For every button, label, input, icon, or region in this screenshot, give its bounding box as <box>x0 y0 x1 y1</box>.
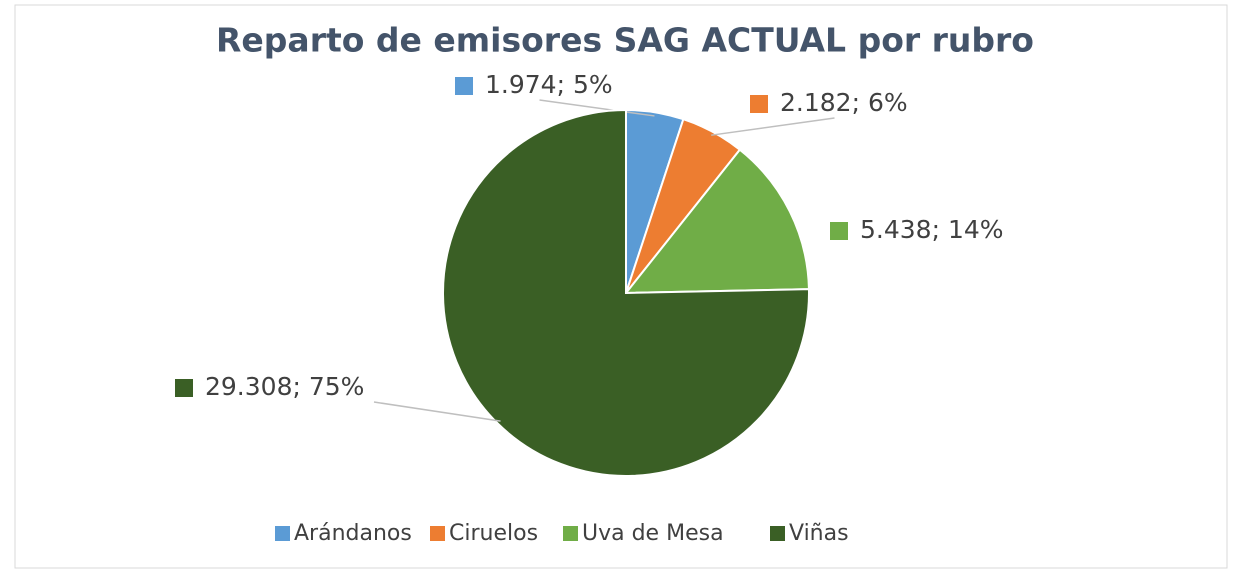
leader-line <box>539 99 655 117</box>
data-label-key <box>750 95 768 113</box>
legend-swatch <box>563 526 578 541</box>
legend-label: Arándanos <box>294 521 412 546</box>
data-label-key <box>175 379 193 397</box>
data-label: 29.308; 75% <box>205 372 364 401</box>
data-label: 2.182; 6% <box>780 88 908 117</box>
leader-line <box>711 117 835 136</box>
legend-swatch <box>430 526 445 541</box>
data-label: 1.974; 5% <box>485 70 613 99</box>
leader-line <box>373 401 501 422</box>
chart-title: Reparto de emisores SAG ACTUAL por rubro <box>216 21 1034 60</box>
legend-label: Ciruelos <box>449 521 538 546</box>
legend-label: Viñas <box>789 521 849 546</box>
pie-slice <box>442 108 810 477</box>
data-label-key <box>455 77 473 95</box>
data-label: 5.438; 14% <box>860 215 1004 244</box>
pie-slice <box>623 148 810 295</box>
legend-swatch <box>275 526 290 541</box>
legend-label: Uva de Mesa <box>582 521 724 546</box>
legend-swatch <box>770 526 785 541</box>
data-label-key <box>830 222 848 240</box>
